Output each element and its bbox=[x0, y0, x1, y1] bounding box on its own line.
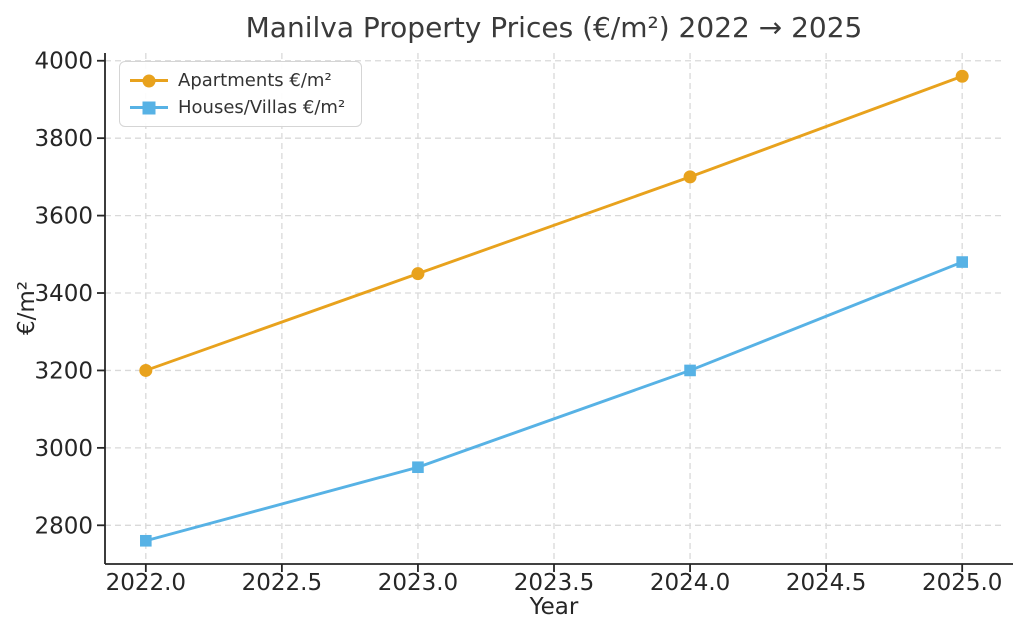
legend-label: Houses/Villas €/m² bbox=[178, 97, 346, 118]
x-tick-label: 2023.5 bbox=[514, 570, 594, 596]
legend-line-sample bbox=[130, 101, 168, 114]
legend-item-houses-villas: Houses/Villas €/m² bbox=[130, 94, 345, 121]
data-point-marker bbox=[412, 461, 424, 474]
circle-marker-icon bbox=[142, 74, 156, 87]
y-tick-label: 3000 bbox=[34, 436, 93, 462]
data-point-marker bbox=[684, 364, 696, 377]
y-tick-label: 3400 bbox=[34, 281, 93, 307]
x-tick-label: 2025.0 bbox=[922, 570, 1002, 596]
x-tick-label: 2024.0 bbox=[650, 570, 730, 596]
data-point-marker bbox=[956, 256, 968, 268]
chart-title: Manilva Property Prices (€/m²) 2022 → 20… bbox=[245, 11, 863, 44]
data-point-marker bbox=[140, 534, 152, 547]
y-tick-label: 3800 bbox=[34, 126, 93, 152]
x-tick-label: 2022.5 bbox=[242, 570, 322, 596]
data-point-marker bbox=[955, 69, 969, 83]
y-tick-label: 2800 bbox=[34, 513, 93, 539]
data-point-marker bbox=[683, 170, 697, 184]
series-line bbox=[144, 74, 964, 372]
y-tick-label: 3600 bbox=[34, 204, 93, 230]
y-tick-label: 4000 bbox=[34, 49, 93, 75]
square-marker-icon bbox=[142, 101, 156, 114]
y-axis-label: €/m² bbox=[14, 280, 40, 336]
legend-item-apartments: Apartments €/m² bbox=[130, 67, 345, 94]
x-tick-label: 2024.5 bbox=[786, 570, 866, 596]
legend: Apartments €/m² Houses/Villas €/m² bbox=[119, 61, 363, 127]
legend-label: Apartments €/m² bbox=[178, 70, 332, 91]
data-point-marker bbox=[139, 363, 153, 377]
y-tick-label: 3200 bbox=[34, 358, 93, 384]
legend-line-sample bbox=[130, 74, 168, 87]
x-tick-label: 2022.0 bbox=[106, 570, 186, 596]
x-axis-label: Year bbox=[529, 594, 579, 620]
x-tick-label: 2023.0 bbox=[378, 570, 458, 596]
series-line bbox=[144, 260, 964, 543]
data-point-marker bbox=[411, 267, 425, 281]
